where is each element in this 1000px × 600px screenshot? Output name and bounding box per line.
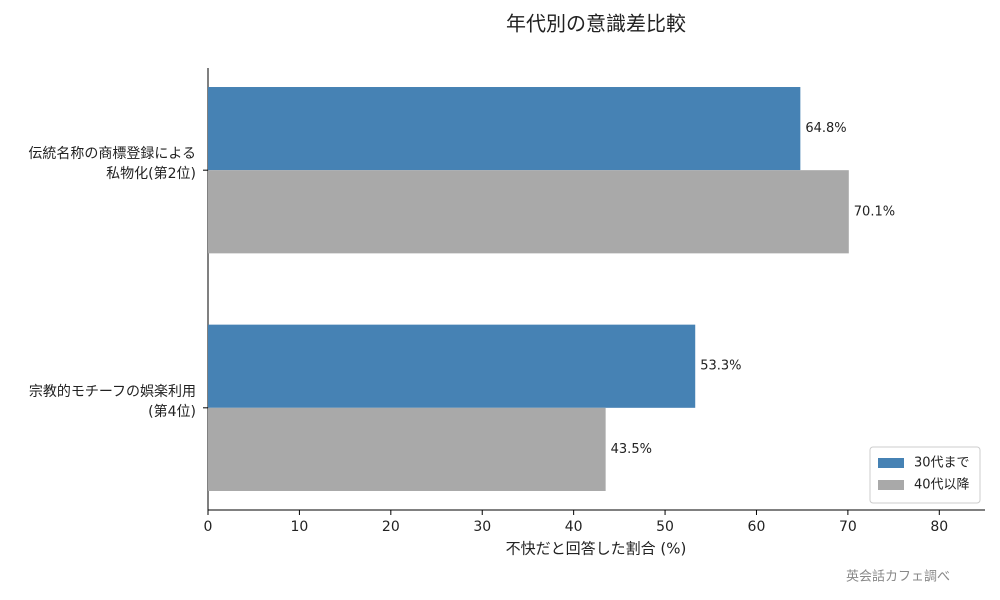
legend-label: 40代以降 bbox=[914, 478, 970, 493]
y-tick-label: 私物化(第2位) bbox=[106, 165, 196, 182]
value-label: 53.3% bbox=[700, 359, 741, 374]
bar bbox=[208, 324, 696, 408]
y-tick-label: 伝統名称の商標登録による bbox=[28, 146, 196, 162]
y-tick-label: 宗教的モチーフの娯楽利用 bbox=[29, 384, 196, 400]
x-tick-label: 60 bbox=[748, 519, 766, 535]
y-tick-label: (第4位) bbox=[148, 403, 196, 420]
x-tick-label: 10 bbox=[290, 519, 308, 535]
chart-title: 年代別の意識差比較 bbox=[506, 12, 686, 36]
x-tick-label: 70 bbox=[839, 519, 857, 535]
value-label: 64.8% bbox=[805, 121, 846, 136]
x-tick-label: 40 bbox=[565, 519, 583, 535]
x-tick-label: 80 bbox=[930, 519, 948, 535]
legend-label: 30代まで bbox=[914, 456, 970, 471]
legend-swatch bbox=[878, 458, 904, 468]
value-label: 43.5% bbox=[611, 442, 652, 457]
source-note: 英会話カフェ調べ bbox=[846, 569, 950, 585]
x-tick-label: 0 bbox=[204, 519, 213, 535]
legend-swatch bbox=[878, 480, 904, 490]
bar bbox=[208, 87, 801, 171]
bar bbox=[208, 170, 849, 254]
x-axis-label: 不快だと回答した割合 (%) bbox=[506, 540, 687, 558]
x-tick-label: 50 bbox=[656, 519, 674, 535]
bar bbox=[208, 407, 606, 491]
x-tick-label: 30 bbox=[473, 519, 491, 535]
x-tick-label: 20 bbox=[382, 519, 400, 535]
value-label: 70.1% bbox=[854, 204, 895, 219]
